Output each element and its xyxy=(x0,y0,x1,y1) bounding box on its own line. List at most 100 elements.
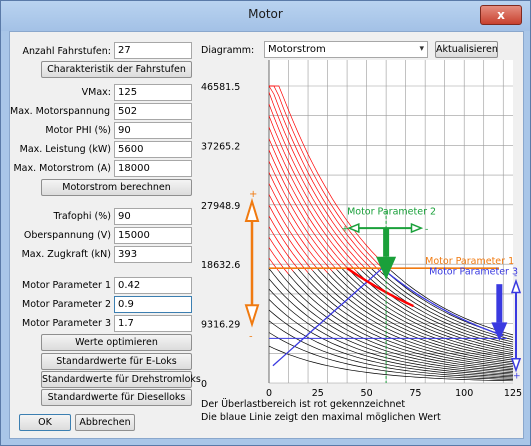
stufe-curve xyxy=(288,273,514,369)
param3-annotation: Motor Parameter 3 xyxy=(429,267,518,278)
aktualisieren-button[interactable]: Aktualisieren xyxy=(435,41,498,58)
y-tick-label: 9316.29 xyxy=(201,320,240,331)
param3-arrow-up-icon xyxy=(510,278,522,294)
stufe-curve xyxy=(268,161,338,271)
diagramm-select-value: Motorstrom xyxy=(268,44,326,55)
stufe-curve xyxy=(293,271,514,368)
param2-arrow-shaft xyxy=(383,228,390,257)
stufe-curve xyxy=(269,85,387,272)
stufe-curve xyxy=(268,345,514,382)
x-tick-label: 25 xyxy=(312,388,324,399)
oberspannung-input[interactable]: 15000 xyxy=(114,227,192,244)
standard-eloks-button[interactable]: Standardwerte für E-Loks xyxy=(41,353,192,370)
leistung-label: Max. Leistung (kW) xyxy=(19,144,111,155)
y-tick-label: 27948.9 xyxy=(201,201,240,212)
stufe-curve xyxy=(268,205,314,272)
param3-arrow-shaft xyxy=(496,284,503,323)
stufe-curve xyxy=(268,320,514,379)
param3-arrow-down-small-icon xyxy=(510,358,522,373)
param1-arrow-up-icon xyxy=(244,197,260,223)
werte-optimieren-button[interactable]: Werte optimieren xyxy=(41,334,192,351)
stufe-curve xyxy=(268,299,514,376)
standard-diesel-button[interactable]: Standardwerte für Dieselloks xyxy=(41,389,192,406)
diagramm-label: Diagramm: xyxy=(201,45,255,56)
x-tick-label: 50 xyxy=(361,388,373,399)
trafophi-input[interactable]: 90 xyxy=(114,208,192,225)
abbrechen-button[interactable]: Abbrechen xyxy=(75,414,135,431)
stufe-curve xyxy=(268,332,514,380)
plot-background xyxy=(269,60,513,383)
stufe-curve xyxy=(312,270,514,363)
motorstrom-berechnen-button[interactable]: Motorstrom berechnen xyxy=(41,179,192,196)
stufe-curve xyxy=(390,270,514,336)
stufe-curve xyxy=(380,272,514,341)
stufe-curve xyxy=(332,271,514,357)
param3-input[interactable]: 1.7 xyxy=(114,315,192,332)
motorstrom-label: Max. Motorstrom (A) xyxy=(13,163,111,174)
param2-arrow-down-icon xyxy=(376,256,397,280)
title-bar[interactable]: Motor x xyxy=(1,1,530,31)
diagramm-select[interactable]: Motorstrom ▾ xyxy=(264,41,428,58)
stufe-curve xyxy=(268,172,333,272)
vmax-input[interactable]: 125 xyxy=(114,84,192,101)
stufe-curve xyxy=(268,247,289,275)
y-tick-label: 0 xyxy=(201,379,207,390)
y-tick-label: 46581.5 xyxy=(201,82,240,93)
stufe-curve xyxy=(268,268,514,372)
stufe-curve xyxy=(317,268,514,361)
param2-arrow-right-icon xyxy=(410,222,424,234)
motorspannung-input[interactable]: 502 xyxy=(114,103,192,120)
motorspannung-label: Max. Motorspannung (V) xyxy=(10,106,127,117)
stufe-curve xyxy=(356,271,514,349)
param2-label: Motor Parameter 2 xyxy=(22,299,111,310)
stufe-curve xyxy=(269,85,392,271)
trafophi-label: Trafophi (%) xyxy=(53,211,111,222)
close-button[interactable]: x xyxy=(480,5,522,25)
note-blue-line: Die blaue Linie zeigt den maximal möglic… xyxy=(201,412,441,423)
param3-minus: - xyxy=(514,271,517,281)
stufe-curve xyxy=(268,278,514,374)
param1-plus: + xyxy=(249,189,257,200)
vmax-label: VMax: xyxy=(81,87,111,98)
param3-label: Motor Parameter 3 xyxy=(22,318,111,329)
stufe-curve xyxy=(327,272,514,359)
stufe-curve xyxy=(298,268,514,366)
y-tick-label: 18632.6 xyxy=(201,260,240,271)
param1-minus: - xyxy=(249,332,253,343)
motorstrom-input[interactable]: 18000 xyxy=(114,160,192,177)
param1-input[interactable]: 0.42 xyxy=(114,277,192,294)
param1-arrow-down-icon xyxy=(244,304,260,328)
overload-highlight xyxy=(346,267,414,308)
stufe-curve xyxy=(268,215,309,273)
param2-arrow-left-icon xyxy=(347,222,360,234)
y-tick-label: 37265.2 xyxy=(201,141,240,152)
stufe-curve xyxy=(268,183,328,274)
chevron-down-icon: ▾ xyxy=(419,44,424,54)
stufen-label: Anzahl Fahrstufen: xyxy=(22,46,111,57)
ok-button[interactable]: OK xyxy=(19,414,71,431)
leistung-input[interactable]: 5600 xyxy=(114,141,192,158)
stufe-curve xyxy=(268,237,294,272)
stufe-curve xyxy=(268,226,299,270)
chart-grid xyxy=(268,60,513,384)
x-tick-label: 125 xyxy=(504,388,522,399)
stufe-curve xyxy=(307,272,514,364)
stufen-input[interactable]: 27 xyxy=(114,42,192,59)
motorphi-input[interactable]: 90 xyxy=(114,122,192,139)
stufe-curve xyxy=(341,268,514,353)
stufe-curve xyxy=(268,149,343,270)
charakteristik-button[interactable]: Charakteristik der Fahrstufen xyxy=(41,61,192,78)
stufe-curve xyxy=(278,270,514,371)
param2-input[interactable]: 0.9 xyxy=(114,296,192,313)
standard-drehstrom-button[interactable]: Standardwerte für Drehstromloks xyxy=(41,371,201,388)
param2-minus: - xyxy=(425,224,428,234)
x-tick-label: 75 xyxy=(409,388,421,399)
x-tick-label: 100 xyxy=(455,388,473,399)
zugkraft-input[interactable]: 393 xyxy=(114,246,192,263)
stufe-curve xyxy=(268,257,280,272)
stufe-curve xyxy=(268,85,382,273)
param3-plus: + xyxy=(513,372,521,382)
note-overload: Der Überlastbereich ist rot gekennzeichn… xyxy=(201,399,406,410)
